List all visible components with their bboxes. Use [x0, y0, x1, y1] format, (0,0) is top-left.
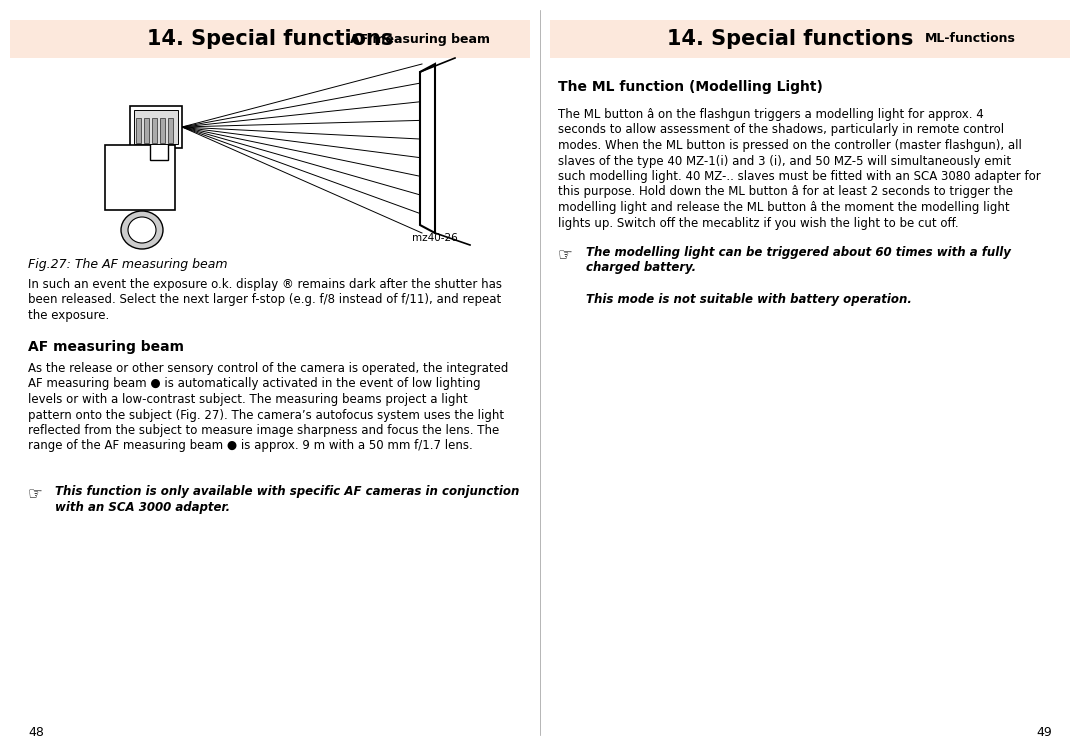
Text: The ML button â on the flashgun triggers a modelling light for approx. 4: The ML button â on the flashgun triggers… — [558, 108, 984, 121]
Text: ML-functions: ML-functions — [924, 33, 1015, 45]
Text: mz40-26: mz40-26 — [413, 233, 458, 243]
Text: charged battery.: charged battery. — [586, 262, 697, 274]
Text: with an SCA 3000 adapter.: with an SCA 3000 adapter. — [55, 500, 230, 514]
Text: 14. Special functions: 14. Special functions — [147, 29, 393, 49]
Bar — [105, 145, 175, 210]
Text: The modelling light can be triggered about 60 times with a fully: The modelling light can be triggered abo… — [586, 246, 1011, 259]
Text: AF measuring beam: AF measuring beam — [350, 33, 490, 45]
Text: lights up. Switch off the mecablitz if you wish the light to be cut off.: lights up. Switch off the mecablitz if y… — [558, 216, 959, 230]
Bar — [152, 118, 157, 143]
Text: reflected from the subject to measure image sharpness and focus the lens. The: reflected from the subject to measure im… — [28, 424, 499, 437]
Text: seconds to allow assessment of the shadows, particularly in remote control: seconds to allow assessment of the shado… — [558, 124, 1004, 136]
Text: the exposure.: the exposure. — [28, 309, 109, 322]
Text: been released. Select the next larger f-stop (e.g. f/8 instead of f/11), and rep: been released. Select the next larger f-… — [28, 293, 501, 307]
Bar — [168, 118, 173, 143]
Text: In such an event the exposure o.k. display ® remains dark after the shutter has: In such an event the exposure o.k. displ… — [28, 278, 502, 291]
Bar — [150, 142, 168, 160]
Bar — [144, 118, 149, 143]
Text: ☞: ☞ — [558, 246, 572, 264]
Text: this purpose. Hold down the ML button â for at least 2 seconds to trigger the: this purpose. Hold down the ML button â … — [558, 185, 1013, 199]
Bar — [136, 118, 141, 143]
Text: This function is only available with specific AF cameras in conjunction: This function is only available with spe… — [55, 485, 519, 498]
Text: modelling light and release the ML button â the moment the modelling light: modelling light and release the ML butto… — [558, 201, 1010, 214]
Text: slaves of the type 40 MZ-1(i) and 3 (i), and 50 MZ-5 will simultaneously emit: slaves of the type 40 MZ-1(i) and 3 (i),… — [558, 155, 1011, 167]
Text: levels or with a low-contrast subject. The measuring beams project a light: levels or with a low-contrast subject. T… — [28, 393, 468, 406]
Text: 49: 49 — [1036, 726, 1052, 739]
Text: 14. Special functions: 14. Special functions — [666, 29, 914, 49]
Text: pattern onto the subject (Fig. 27). The camera’s autofocus system uses the light: pattern onto the subject (Fig. 27). The … — [28, 408, 504, 422]
Text: This mode is not suitable with battery operation.: This mode is not suitable with battery o… — [586, 293, 912, 306]
Bar — [550, 20, 1070, 58]
Text: Fig.27: The AF measuring beam: Fig.27: The AF measuring beam — [28, 258, 228, 271]
Bar — [10, 20, 530, 58]
Bar — [130, 106, 183, 148]
Text: 48: 48 — [28, 726, 44, 739]
Text: The ML function (Modelling Light): The ML function (Modelling Light) — [558, 80, 823, 94]
Text: modes. When the ML button is pressed on the controller (master flashgun), all: modes. When the ML button is pressed on … — [558, 139, 1022, 152]
Text: ☞: ☞ — [28, 485, 43, 503]
Bar — [160, 118, 165, 143]
Ellipse shape — [121, 211, 163, 249]
Polygon shape — [420, 64, 435, 233]
Text: As the release or other sensory control of the camera is operated, the integrate: As the release or other sensory control … — [28, 362, 509, 375]
Text: range of the AF measuring beam ● is approx. 9 m with a 50 mm f/1.7 lens.: range of the AF measuring beam ● is appr… — [28, 439, 473, 453]
Text: such modelling light. 40 MZ-.. slaves must be fitted with an SCA 3080 adapter fo: such modelling light. 40 MZ-.. slaves mu… — [558, 170, 1041, 183]
Ellipse shape — [129, 217, 156, 243]
Text: AF measuring beam ● is automatically activated in the event of low lighting: AF measuring beam ● is automatically act… — [28, 377, 481, 391]
Bar — [134, 110, 178, 144]
Text: AF measuring beam: AF measuring beam — [28, 340, 184, 354]
